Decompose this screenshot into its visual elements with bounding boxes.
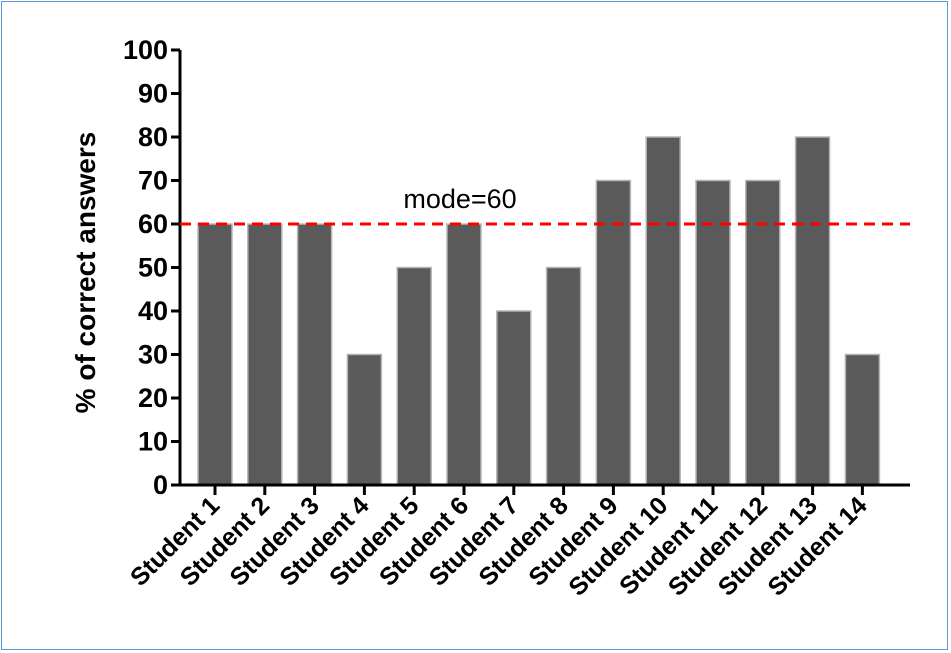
y-tick-label: 40 bbox=[138, 296, 168, 326]
mode-annotation: mode=60 bbox=[403, 184, 516, 214]
y-tick-label: 30 bbox=[138, 340, 168, 370]
y-tick-label: 10 bbox=[138, 427, 168, 457]
bar bbox=[197, 223, 233, 486]
bar bbox=[396, 266, 432, 486]
bars bbox=[197, 136, 881, 486]
y-tick-label: 60 bbox=[138, 209, 168, 239]
bar bbox=[794, 136, 831, 486]
y-axis-ticks: 0 10 20 30 40 50 60 70 80 90 100 bbox=[123, 35, 180, 500]
bar bbox=[745, 179, 781, 486]
bar bbox=[844, 353, 881, 486]
y-tick-label: 80 bbox=[138, 122, 168, 152]
y-tick-label: 50 bbox=[138, 253, 168, 283]
y-tick-label: 100 bbox=[123, 35, 168, 65]
y-tick-label: 90 bbox=[138, 79, 168, 109]
bar bbox=[247, 223, 283, 486]
y-tick-label: 20 bbox=[138, 383, 168, 413]
bar bbox=[496, 310, 532, 486]
bar bbox=[545, 266, 582, 486]
bar bbox=[346, 353, 383, 486]
y-tick-label: 0 bbox=[153, 470, 168, 500]
y-axis-title: % of correct answers bbox=[70, 132, 101, 414]
bar bbox=[595, 179, 632, 486]
y-tick-label: 70 bbox=[138, 166, 168, 196]
bar bbox=[446, 223, 482, 486]
bar bbox=[695, 179, 731, 486]
bar bbox=[645, 136, 681, 486]
bar bbox=[296, 223, 333, 486]
